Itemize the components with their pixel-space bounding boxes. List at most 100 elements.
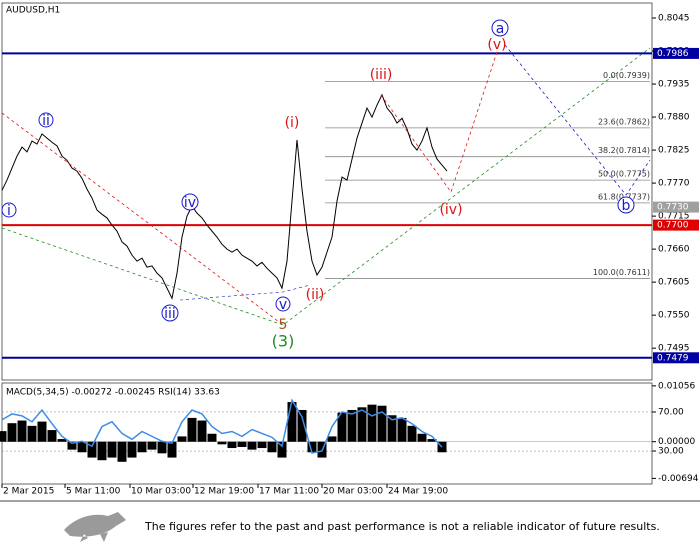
bar	[257, 441, 267, 449]
bar	[417, 433, 427, 442]
bar	[0, 431, 7, 442]
y-tick-label: 0.7605	[658, 278, 690, 288]
wave-line	[179, 284, 311, 301]
y-tick-label: 0.7935	[658, 80, 690, 90]
wave-label: iii	[164, 306, 176, 322]
wave-label: iv	[184, 195, 196, 211]
bar	[117, 441, 127, 462]
fib-label: 38.2(0.7814)	[598, 146, 650, 155]
bar	[337, 412, 347, 442]
y-tick-label: 70.00	[658, 407, 684, 417]
x-tick-label: 20 Mar 03:00	[323, 487, 383, 497]
x-tick-label: 5 Mar 11:00	[66, 487, 121, 497]
bar	[187, 417, 197, 442]
fib-label: 50.0(0.7775)	[598, 170, 650, 179]
main-panel	[1, 2, 653, 381]
bar	[357, 407, 367, 442]
y-tick-label: 0.8045	[658, 14, 690, 24]
bar	[237, 441, 247, 447]
bar	[87, 441, 97, 458]
indicator-panel	[1, 382, 653, 485]
level-box	[653, 47, 699, 59]
bar	[7, 423, 17, 442]
y-tick-label: 0.7880	[658, 113, 690, 123]
fib-label: 23.6(0.7862)	[598, 117, 650, 126]
level-label: 0.7986	[657, 49, 689, 59]
fib-label: 100.0(0.7611)	[593, 268, 650, 277]
bar	[197, 420, 207, 442]
x-tick-label: 24 Mar 19:00	[388, 487, 448, 497]
fib-label: 0.0(0.7939)	[603, 71, 650, 80]
wave-label: i	[7, 203, 11, 219]
bar	[107, 441, 117, 458]
level-box	[653, 219, 699, 231]
wave-label: (ii)	[306, 287, 325, 303]
wave-circle	[1, 202, 17, 218]
wave-circle	[617, 196, 635, 214]
bar	[377, 405, 387, 442]
bar	[387, 415, 397, 442]
bar	[77, 441, 87, 453]
bar	[97, 441, 107, 461]
bar	[17, 420, 27, 442]
logo	[64, 512, 126, 542]
y-tick-label: 0.7495	[658, 344, 690, 354]
wave-circle	[38, 112, 54, 128]
y-tick-label: 0.00000	[658, 437, 695, 447]
y-tick-label: 0.7825	[658, 146, 690, 156]
bar	[227, 441, 237, 449]
bar	[397, 417, 407, 442]
bar	[147, 441, 157, 450]
level-box	[653, 201, 699, 213]
bar	[137, 441, 147, 453]
bar	[57, 439, 67, 442]
y-tick-label: 0.01056	[658, 381, 695, 391]
wave-label: (3)	[272, 332, 295, 351]
wave-label: 5	[279, 317, 288, 333]
y-tick-label: 0.7715	[658, 212, 690, 222]
wave-label: (i)	[285, 115, 300, 131]
bar	[127, 441, 137, 458]
bar	[27, 425, 37, 442]
forecast-line	[380, 51, 498, 193]
bar	[177, 436, 187, 442]
bar	[217, 441, 227, 445]
bar	[157, 441, 167, 454]
y-tick-label: 0.7550	[658, 311, 690, 321]
bar	[297, 409, 307, 442]
bar	[247, 441, 257, 450]
bar	[37, 421, 47, 442]
level-label: 0.7730	[657, 203, 689, 213]
bar	[167, 441, 177, 458]
chart-title: AUDUSD,H1	[6, 6, 60, 16]
bar	[287, 402, 297, 442]
bar	[427, 439, 437, 442]
channel-line	[1, 112, 284, 326]
x-tick-label: 10 Mar 03:00	[131, 487, 191, 497]
wave-circle	[161, 304, 179, 322]
line	[1, 93, 448, 300]
wave-label: (iii)	[370, 67, 393, 83]
level-label: 0.7700	[657, 221, 689, 231]
bar	[267, 441, 277, 453]
wave-label: b	[622, 198, 631, 214]
bar	[327, 436, 337, 442]
wave-circle	[491, 19, 509, 37]
x-tick-label: 2 Mar 2015	[3, 487, 54, 497]
y-tick-label: 30.00	[658, 447, 684, 457]
y-tick-label: 0.7770	[658, 179, 690, 189]
bar	[47, 430, 57, 442]
wave-label: a	[496, 21, 505, 37]
wave-label: v	[279, 297, 287, 313]
wave-label: (iv)	[439, 202, 462, 218]
level-label: 0.7479	[657, 353, 689, 363]
wave-label: (v)	[487, 37, 506, 53]
y-tick-label: 0.7660	[658, 245, 690, 255]
bar	[367, 404, 377, 442]
level-box	[653, 352, 699, 364]
bar	[407, 425, 417, 442]
bar	[277, 441, 287, 458]
wave-circle	[181, 193, 199, 211]
